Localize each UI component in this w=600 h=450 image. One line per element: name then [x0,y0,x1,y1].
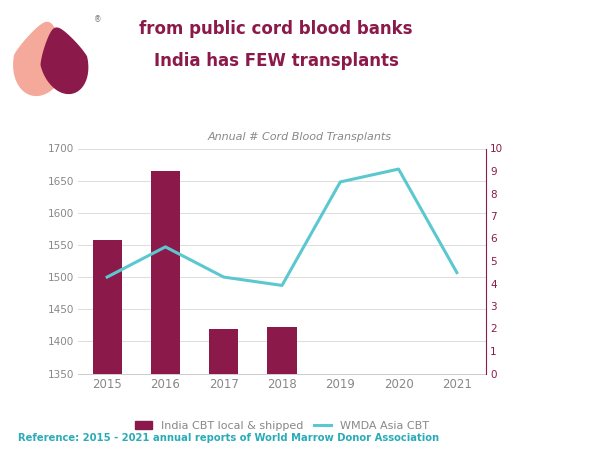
Text: India has FEW transplants: India has FEW transplants [154,52,398,70]
Text: Reference: 2015 - 2021 annual reports of World Marrow Donor Association: Reference: 2015 - 2021 annual reports of… [18,433,439,443]
Text: wmda: wmda [509,48,560,63]
Bar [209,328,238,450]
Legend: India CBT local & shipped, WMDA Asia CBT: India CBT local & shipped, WMDA Asia CBT [131,416,433,436]
Text: ®: ® [94,16,101,25]
Polygon shape [41,28,88,94]
Polygon shape [14,22,67,95]
Bar [268,327,296,450]
Bar [92,240,122,450]
Bar [151,171,180,450]
Text: Annual # Cord Blood Transplants: Annual # Cord Blood Transplants [208,132,392,142]
Text: from public cord blood banks: from public cord blood banks [139,20,413,38]
